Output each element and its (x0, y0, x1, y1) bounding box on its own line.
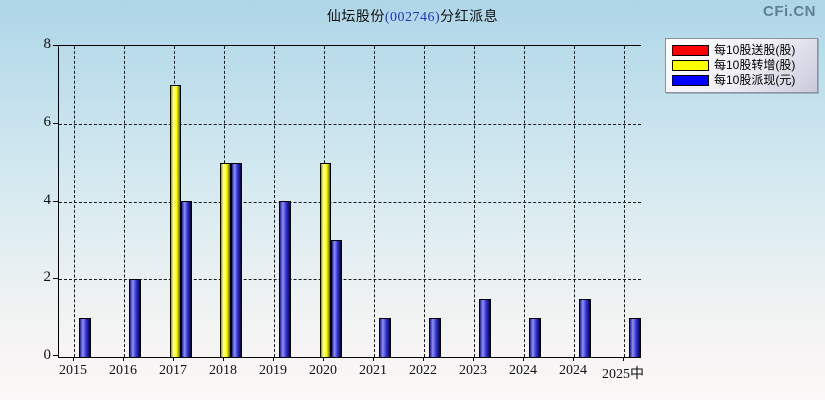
bar-yellow-2020 (320, 163, 331, 357)
legend-item-zhuanzeng: 每10股转增(股) (672, 58, 811, 73)
x-axis-label-2016: 2016 (109, 363, 137, 378)
bar-blue-2019 (279, 201, 291, 357)
legend-label-paixian: 每10股派现(元) (714, 73, 796, 87)
x-tick-2021 (373, 357, 374, 361)
x-axis-label-2021: 2021 (359, 363, 387, 378)
x-tick-2024 (523, 357, 524, 361)
legend-swatch-blue (672, 75, 709, 86)
y-tick-2 (53, 278, 58, 280)
x-axis-label-2017: 2017 (159, 363, 187, 378)
bar-blue-2020 (331, 240, 342, 357)
h-gridline-2 (59, 279, 641, 281)
v-gridline-2024 (574, 46, 575, 357)
x-tick-2017 (173, 357, 174, 361)
y-tick-8 (53, 45, 58, 46)
bar-blue-2015 (79, 318, 91, 357)
x-axis-label-2015: 2015 (59, 363, 87, 378)
legend: 每10股送股(股) 每10股转增(股) 每10股派现(元) (665, 38, 818, 93)
x-axis-label-2019: 2019 (259, 363, 287, 378)
v-gridline-2015 (74, 46, 75, 357)
x-tick-2023 (473, 357, 474, 361)
bar-blue-2024 (579, 299, 591, 357)
y-axis-label-6: 6 (43, 113, 52, 130)
stock-name: 仙坛股份 (326, 10, 385, 25)
v-gridline-2022 (424, 46, 425, 357)
bar-blue-2024 (529, 318, 541, 357)
x-tick-2015 (73, 357, 74, 361)
v-gridline-2021 (374, 46, 375, 357)
legend-label-zhuanzeng: 每10股转增(股) (714, 58, 796, 72)
x-axis-label-2022: 2022 (409, 363, 437, 378)
y-tick-4 (53, 200, 58, 202)
x-axis-label-2018: 2018 (209, 363, 237, 378)
cfi-logo: CFi.CN (763, 3, 816, 20)
x-tick-2016 (123, 357, 124, 361)
legend-item-songgu: 每10股送股(股) (672, 43, 811, 58)
chart-title: 仙坛股份(002746)分红派息 (0, 6, 825, 26)
y-axis-label-0: 0 (43, 347, 52, 363)
x-tick-2024 (573, 357, 574, 361)
stock-code: (002746) (384, 10, 441, 25)
legend-item-paixian: 每10股派现(元) (672, 73, 811, 88)
bar-blue-2017 (181, 201, 192, 357)
x-tick-2018 (223, 357, 224, 361)
y-axis-label-4: 4 (43, 191, 52, 208)
h-gridline-4 (59, 201, 641, 203)
x-axis-label-2023: 2023 (459, 363, 487, 378)
x-tick-2019 (273, 357, 274, 361)
x-axis-label-2025中: 2025中 (602, 367, 644, 382)
x-axis-label-2024: 2024 (559, 363, 587, 378)
bar-yellow-2018 (220, 163, 231, 357)
legend-swatch-red (672, 45, 709, 56)
bar-yellow-2017 (170, 85, 181, 357)
bar-blue-2023 (479, 299, 491, 357)
y-axis-label-2: 2 (43, 269, 52, 286)
v-gridline-2024 (524, 46, 525, 357)
v-gridline-2019 (274, 46, 275, 357)
bar-blue-2018 (231, 163, 242, 357)
plot-area (58, 45, 641, 358)
bar-blue-2021 (379, 318, 391, 357)
legend-label-songgu: 每10股送股(股) (714, 43, 796, 57)
x-axis-label-2024: 2024 (509, 363, 537, 378)
bar-blue-2022 (429, 318, 441, 357)
v-gridline-2016 (124, 46, 125, 357)
y-tick-6 (53, 122, 58, 124)
y-axis-label-8: 8 (43, 36, 52, 52)
x-tick-2022 (423, 357, 424, 361)
y-tick-0 (53, 355, 58, 356)
bar-blue-2025中 (629, 318, 641, 357)
x-tick-2020 (323, 357, 324, 361)
v-gridline-2025中 (624, 46, 625, 357)
title-suffix: 分红派息 (440, 10, 499, 25)
h-gridline-6 (59, 123, 641, 125)
legend-swatch-yellow (672, 60, 709, 71)
v-gridline-2023 (474, 46, 475, 357)
bar-blue-2016 (129, 279, 141, 357)
x-axis-label-2020: 2020 (309, 363, 337, 378)
x-tick-2025中 (623, 357, 624, 361)
